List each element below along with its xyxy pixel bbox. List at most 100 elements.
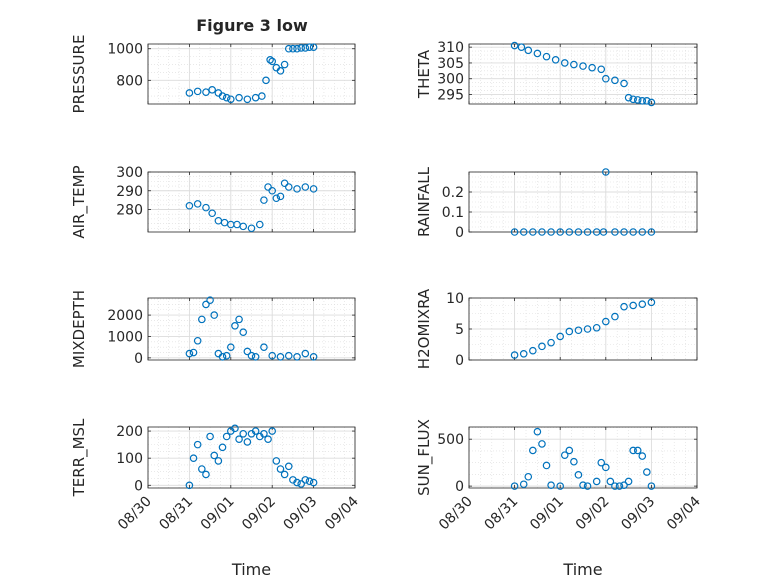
data-point — [301, 349, 310, 358]
data-point — [260, 343, 268, 351]
axes-box — [147, 297, 356, 361]
data-point — [185, 481, 194, 490]
data-point — [556, 228, 565, 236]
x-axis-label: Time — [231, 560, 271, 579]
data-point — [227, 95, 235, 104]
data-point — [601, 463, 610, 472]
data-point — [243, 347, 252, 356]
data-point — [284, 351, 293, 360]
y-tick-label: 100 — [116, 451, 143, 467]
data-point — [547, 481, 555, 489]
data-point — [629, 95, 637, 104]
data-point — [309, 185, 318, 193]
data-point — [601, 317, 610, 326]
data-point — [206, 296, 214, 304]
data-point — [276, 67, 285, 75]
data-point — [289, 44, 297, 53]
data-point — [208, 209, 216, 218]
data-point — [629, 446, 637, 455]
data-point — [592, 477, 601, 486]
data-point — [247, 224, 256, 233]
y-tick-label: 0 — [134, 478, 143, 494]
data-point — [189, 348, 198, 357]
data-point — [264, 183, 272, 191]
data-point — [193, 200, 202, 208]
x-tick-label: 09/03 — [281, 494, 321, 534]
axes-box — [147, 43, 356, 105]
data-point — [268, 57, 277, 66]
data-point — [260, 429, 268, 438]
data-point — [284, 44, 293, 53]
data-point — [309, 478, 318, 487]
x-tick-label: 09/01 — [527, 494, 567, 534]
data-point — [214, 457, 223, 465]
data-point — [239, 222, 248, 231]
y-tick-label: 0.2 — [442, 185, 464, 201]
data-point — [538, 440, 546, 448]
data-point — [583, 228, 592, 236]
axes-box — [147, 426, 356, 489]
data-point — [218, 443, 227, 452]
data-point — [606, 477, 615, 486]
data-point — [301, 44, 310, 52]
data-point — [560, 59, 569, 67]
data-point — [276, 352, 285, 361]
data-point — [570, 457, 578, 466]
data-point — [208, 85, 216, 94]
y-tick-label: 0 — [455, 353, 464, 369]
data-point — [583, 482, 592, 490]
data-point — [597, 458, 606, 467]
x-tick-label: 09/02 — [239, 494, 279, 534]
x-tick-label: 09/01 — [198, 494, 238, 534]
data-point — [647, 482, 656, 490]
data-point — [222, 93, 231, 102]
data-point — [620, 302, 628, 311]
data-point — [301, 476, 310, 484]
data-point — [524, 46, 533, 55]
data-point — [206, 432, 214, 441]
data-point — [284, 183, 293, 191]
data-point — [624, 93, 633, 102]
data-point — [185, 201, 194, 210]
y-tick-label: 0 — [455, 479, 464, 495]
data-point — [293, 44, 301, 53]
data-point — [574, 228, 583, 236]
y-tick-label: 500 — [437, 432, 464, 448]
data-point — [251, 352, 260, 361]
data-point — [556, 332, 565, 341]
data-point — [517, 43, 526, 51]
data-point — [533, 49, 542, 58]
data-point — [547, 338, 555, 347]
data-point — [611, 76, 619, 85]
data-point — [601, 74, 610, 83]
data-point — [280, 179, 289, 188]
data-point — [529, 446, 537, 455]
x-axis-label: Time — [562, 560, 602, 579]
figure-title: Figure 3 low — [196, 16, 308, 35]
data-point — [193, 87, 202, 96]
data-point — [510, 41, 519, 50]
data-point — [588, 63, 596, 72]
data-point — [222, 432, 231, 441]
data-point — [202, 470, 210, 479]
y-tick-label: 200 — [116, 424, 143, 440]
y-tick-label: 0 — [134, 351, 143, 367]
data-point — [293, 478, 301, 487]
subplot-6: 0 5 10 H2OMIXRA — [415, 288, 698, 369]
data-point — [272, 194, 281, 203]
data-point — [551, 55, 560, 64]
data-point — [231, 424, 239, 433]
data-point — [198, 465, 206, 473]
data-point — [193, 336, 202, 345]
data-point — [565, 327, 574, 336]
data-point — [560, 451, 569, 459]
y-tick-label: 300 — [437, 72, 464, 88]
data-point — [629, 228, 637, 236]
data-point — [579, 62, 587, 70]
data-point — [222, 351, 231, 360]
data-point — [538, 342, 546, 351]
data-point — [529, 346, 537, 355]
data-point — [633, 446, 642, 455]
data-point — [519, 228, 528, 236]
y-tick-label: 310 — [437, 40, 464, 56]
